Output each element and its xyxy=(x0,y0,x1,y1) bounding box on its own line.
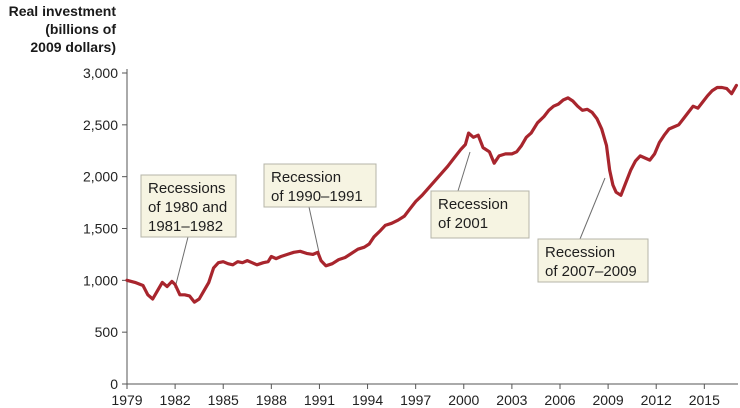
recession-annotations: Recessions of 1980 and 1981–1982 Recession o… xyxy=(140,151,649,289)
annotation-text: of 1980 and xyxy=(148,199,227,216)
x-tick-label: 1991 xyxy=(304,392,335,408)
annotation-text: Recessions xyxy=(148,180,226,197)
y-axis-title: Real investment (billions of 2009 dollar… xyxy=(4,2,116,56)
annotation-box xyxy=(537,238,649,283)
x-tick-label: 1988 xyxy=(256,392,287,408)
annotation-leader-line xyxy=(457,151,471,192)
y-tick-label: 2,000 xyxy=(83,169,118,185)
y-tick-label: 0 xyxy=(110,376,118,392)
real-investment-series-line xyxy=(125,83,739,304)
annotation-text: of 2001 xyxy=(438,215,488,232)
x-tick-label: 2006 xyxy=(544,392,575,408)
series-layer xyxy=(125,83,739,304)
x-tick-label: 2000 xyxy=(448,392,479,408)
annotation-text: Recession xyxy=(545,244,615,261)
annotation-2007-2009: Recession of 2007–2009 xyxy=(537,177,649,283)
x-tick-label: 2012 xyxy=(641,392,672,408)
annotation-leader-line xyxy=(174,236,189,289)
annotation-text: Recession xyxy=(438,196,508,213)
annotation-2001: Recession of 2001 xyxy=(430,151,530,239)
y-tick-label: 2,500 xyxy=(83,117,118,133)
x-tick-label: 1985 xyxy=(208,392,239,408)
x-tick-label: 1979 xyxy=(111,392,142,408)
y-axis-title-line-2: (billions of xyxy=(45,21,116,37)
annotation-box xyxy=(140,174,237,238)
y-tick-label: 1,000 xyxy=(83,272,118,288)
annotation-box xyxy=(263,163,377,208)
x-tick-label: 2015 xyxy=(689,392,720,408)
x-tick-label: 2009 xyxy=(593,392,624,408)
annotation-text: Recession xyxy=(271,169,341,186)
annotation-box xyxy=(430,190,530,239)
annotation-text: of 1990–1991 xyxy=(271,188,363,205)
annotation-text: of 2007–2009 xyxy=(545,263,637,280)
x-tick-label: 2003 xyxy=(496,392,527,408)
axes: 0 500 1,000 1,500 2,000 2,500 3,000 1979 1982 198… xyxy=(83,65,738,408)
annotation-leader-line xyxy=(308,206,321,258)
annotation-leader-line xyxy=(579,177,606,240)
x-tick-label: 1997 xyxy=(400,392,431,408)
y-axis-title-line-3: 2009 dollars) xyxy=(30,39,116,55)
annotation-1980-1982: Recessions of 1980 and 1981–1982 xyxy=(140,174,237,289)
annotation-1990-1991: Recession of 1990–1991 xyxy=(263,163,377,258)
y-tick-label: 3,000 xyxy=(83,65,118,81)
y-tick-label: 500 xyxy=(95,324,119,340)
x-tick-label: 1994 xyxy=(352,392,383,408)
annotation-text: 1981–1982 xyxy=(148,218,223,235)
y-tick-label: 1,500 xyxy=(83,221,118,237)
y-axis-title-line-1: Real investment xyxy=(8,3,116,19)
x-tick-label: 1982 xyxy=(160,392,191,408)
